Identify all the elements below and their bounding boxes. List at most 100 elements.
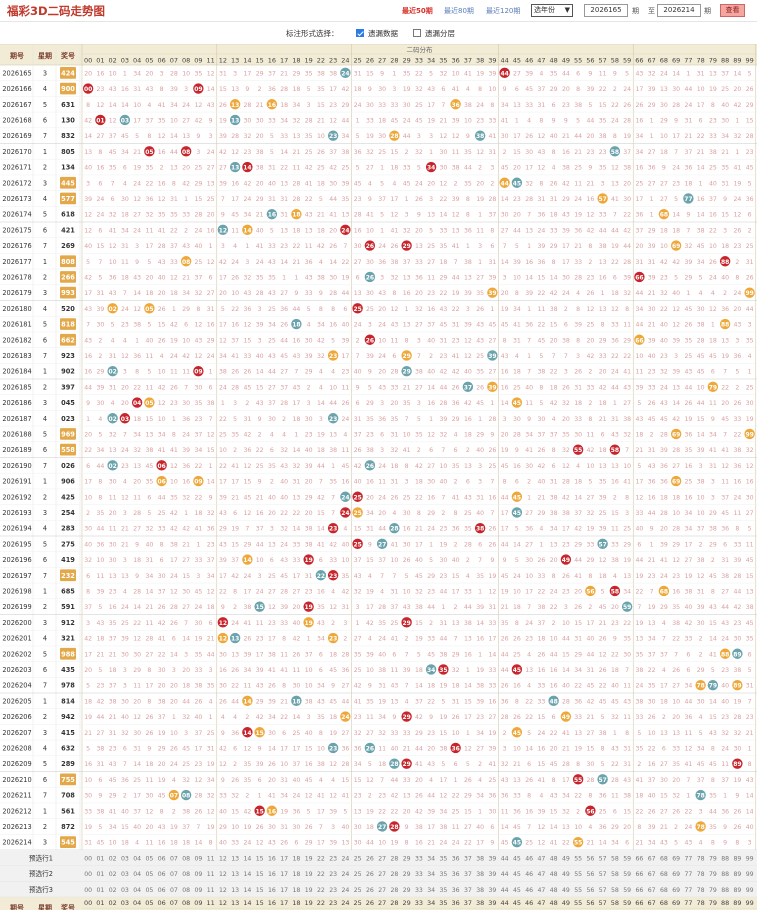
preview-cell-68[interactable]: 68 [660,855,668,862]
to-issue-input[interactable]: 2026214 [657,4,701,17]
preview-cell-78[interactable]: 78 [697,887,705,894]
preview-cell-36[interactable]: 36 [452,871,460,878]
preview-cell-18[interactable]: 18 [292,871,300,878]
preview-cell-08[interactable]: 08 [182,871,190,878]
preview-cell-02[interactable]: 02 [109,887,117,894]
preview-cell-88[interactable]: 88 [721,855,729,862]
preview-cell-34[interactable]: 34 [427,871,435,878]
preview-cell-47[interactable]: 47 [537,887,545,894]
preview-cell-34[interactable]: 34 [427,855,435,862]
preview-cell-24[interactable]: 24 [341,871,349,878]
preview-cell-45[interactable]: 45 [513,871,521,878]
preview-cell-48[interactable]: 48 [550,871,558,878]
preview-cell-13[interactable]: 13 [231,871,239,878]
preview-cell-07[interactable]: 07 [170,871,178,878]
preview-cell-77[interactable]: 77 [684,887,692,894]
preview-cell-68[interactable]: 68 [660,871,668,878]
preview-cell-16[interactable]: 16 [268,887,276,894]
preview-cell-06[interactable]: 06 [158,855,166,862]
preview-cell-25[interactable]: 25 [354,887,362,894]
preview-cell-88[interactable]: 88 [721,871,729,878]
preview-cell-08[interactable]: 08 [182,887,190,894]
preview-cell-59[interactable]: 59 [623,887,631,894]
preview-cell-27[interactable]: 27 [378,855,386,862]
preview-cell-04[interactable]: 04 [133,855,141,862]
preview-cell-23[interactable]: 23 [329,855,337,862]
preview-cell-34[interactable]: 34 [427,887,435,894]
preview-cell-37[interactable]: 37 [464,871,472,878]
preview-cell-49[interactable]: 49 [562,871,570,878]
preview-cell-15[interactable]: 15 [256,855,264,862]
preview-cell-58[interactable]: 58 [611,887,619,894]
preview-cell-03[interactable]: 03 [121,887,129,894]
preview-cell-09[interactable]: 09 [194,855,202,862]
preview-cell-22[interactable]: 22 [317,887,325,894]
preview-cell-14[interactable]: 14 [243,887,251,894]
preview-cell-59[interactable]: 59 [623,871,631,878]
preview-cell-56[interactable]: 56 [586,887,594,894]
preview-cell-29[interactable]: 29 [403,871,411,878]
preview-cell-49[interactable]: 49 [562,887,570,894]
preview-cell-23[interactable]: 23 [329,871,337,878]
range-50-link[interactable]: 最近50期 [402,7,433,15]
preview-cell-17[interactable]: 17 [280,855,288,862]
preview-cell-37[interactable]: 37 [464,855,472,862]
preview-cell-22[interactable]: 22 [317,855,325,862]
range-120-link[interactable]: 最近120期 [486,7,521,15]
preview-cell-12[interactable]: 12 [219,871,227,878]
preview-cell-26[interactable]: 26 [366,887,374,894]
preview-cell-55[interactable]: 55 [574,855,582,862]
preview-cell-69[interactable]: 69 [672,871,680,878]
preview-cell-11[interactable]: 11 [207,871,215,878]
preview-cell-49[interactable]: 49 [562,855,570,862]
preview-cell-00[interactable]: 00 [84,855,92,862]
preview-cell-27[interactable]: 27 [378,887,386,894]
query-button[interactable]: 查看 [720,4,745,17]
preview-cell-67[interactable]: 67 [648,855,656,862]
preview-cell-35[interactable]: 35 [439,871,447,878]
preview-cell-13[interactable]: 13 [231,887,239,894]
preview-cell-14[interactable]: 14 [243,855,251,862]
preview-cell-33[interactable]: 33 [415,871,423,878]
preview-cell-47[interactable]: 47 [537,871,545,878]
preview-cell-07[interactable]: 07 [170,855,178,862]
preview-cell-24[interactable]: 24 [341,887,349,894]
preview-cell-46[interactable]: 46 [525,855,533,862]
preview-cell-89[interactable]: 89 [733,855,741,862]
preview-cell-37[interactable]: 37 [464,887,472,894]
preview-cell-16[interactable]: 16 [268,855,276,862]
preview-cell-01[interactable]: 01 [96,887,104,894]
preview-cell-36[interactable]: 36 [452,887,460,894]
preview-cell-46[interactable]: 46 [525,871,533,878]
preview-cell-28[interactable]: 28 [390,887,398,894]
preview-cell-35[interactable]: 35 [439,855,447,862]
preview-cell-99[interactable]: 99 [746,855,754,862]
preview-cell-15[interactable]: 15 [256,871,264,878]
preview-cell-46[interactable]: 46 [525,887,533,894]
preview-cell-29[interactable]: 29 [403,855,411,862]
preview-cell-67[interactable]: 67 [648,887,656,894]
range-80-link[interactable]: 最近80期 [444,7,474,15]
preview-cell-12[interactable]: 12 [219,855,227,862]
preview-cell-58[interactable]: 58 [611,855,619,862]
preview-cell-59[interactable]: 59 [623,855,631,862]
preview-cell-58[interactable]: 58 [611,871,619,878]
preview-cell-01[interactable]: 01 [96,855,104,862]
preview-cell-79[interactable]: 79 [709,855,717,862]
preview-cell-19[interactable]: 19 [305,855,313,862]
preview-cell-12[interactable]: 12 [219,887,227,894]
preview-cell-39[interactable]: 39 [488,855,496,862]
preview-cell-33[interactable]: 33 [415,887,423,894]
preview-cell-05[interactable]: 05 [145,855,153,862]
preview-cell-79[interactable]: 79 [709,871,717,878]
preview-cell-99[interactable]: 99 [746,887,754,894]
preview-cell-25[interactable]: 25 [354,855,362,862]
preview-cell-67[interactable]: 67 [648,871,656,878]
preview-cell-18[interactable]: 18 [292,855,300,862]
preview-cell-09[interactable]: 09 [194,887,202,894]
preview-cell-07[interactable]: 07 [170,887,178,894]
preview-cell-26[interactable]: 26 [366,855,374,862]
missing-data-checkbox[interactable] [356,29,364,37]
preview-cell-89[interactable]: 89 [733,871,741,878]
preview-cell-38[interactable]: 38 [476,887,484,894]
